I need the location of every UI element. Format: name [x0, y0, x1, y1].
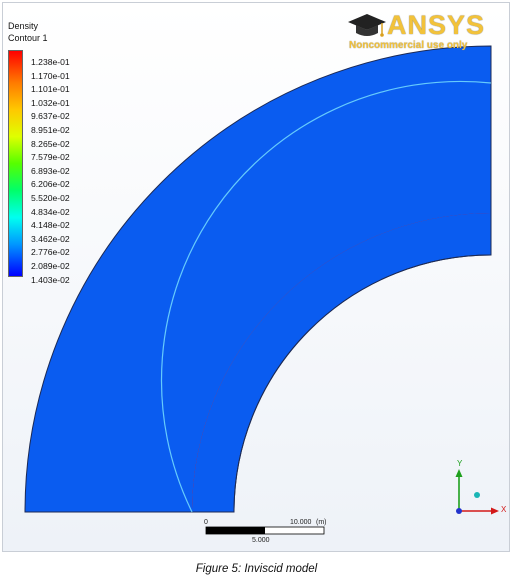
- shock-front: [160, 80, 492, 513]
- ansys-logo: ANSYS Noncommercial use only: [339, 9, 499, 55]
- axis-triad-icon: [455, 469, 499, 515]
- legend-value: 4.834e-02: [31, 206, 70, 217]
- scale-end: 10.000: [290, 519, 312, 526]
- legend-value: 9.637e-02: [31, 111, 70, 122]
- axis-triad[interactable]: Y X: [451, 459, 507, 519]
- legend-colorbar: [8, 50, 23, 277]
- scale-mid: 5.000: [252, 537, 270, 544]
- contour-plot[interactable]: [3, 3, 510, 552]
- legend-value: 1.170e-01: [31, 70, 70, 81]
- brand-name: ANSYS: [387, 10, 486, 40]
- graphics-viewport[interactable]: Density Contour 1 1.238e-01 1.170e-01 1.…: [2, 2, 510, 552]
- legend-contour-name: Contour 1: [8, 33, 48, 43]
- scale-bar-graphic: [205, 526, 325, 535]
- legend-value: 5.520e-02: [31, 192, 70, 203]
- legend-value: 1.238e-01: [31, 57, 70, 67]
- legend-value: 4.148e-02: [31, 220, 70, 231]
- legend-value: 2.776e-02: [31, 247, 70, 258]
- axis-x-label: X: [501, 505, 507, 514]
- legend-value: 1.032e-01: [31, 97, 70, 108]
- legend-value: 6.206e-02: [31, 179, 70, 190]
- legend-value: 8.265e-02: [31, 138, 70, 149]
- legend-value: 7.579e-02: [31, 152, 70, 163]
- legend-variable: Density: [8, 21, 39, 31]
- license-notice: Noncommercial use only: [349, 40, 468, 51]
- legend-value: 1.403e-02: [31, 274, 70, 285]
- scale-bar: 0 10.000 (m) 5.000: [204, 519, 328, 549]
- legend-value: 2.089e-02: [31, 260, 70, 271]
- legend-labels: 1.238e-01 1.170e-01 1.101e-01 1.032e-01 …: [31, 56, 70, 287]
- scale-unit: (m): [316, 519, 327, 526]
- graduation-cap-icon: [348, 14, 386, 37]
- legend-value: 3.462e-02: [31, 233, 70, 244]
- legend-value: 8.951e-02: [31, 124, 70, 135]
- legend-value: 6.893e-02: [31, 165, 70, 176]
- figure-caption: Figure 5: Inviscid model: [195, 563, 318, 575]
- legend-title: Density Contour 1: [8, 20, 48, 44]
- scale-start: 0: [204, 519, 208, 526]
- outer-domain: [24, 45, 492, 513]
- axis-y-label: Y: [457, 459, 463, 468]
- legend-value: 1.101e-01: [31, 84, 70, 95]
- body-wall: [233, 254, 492, 513]
